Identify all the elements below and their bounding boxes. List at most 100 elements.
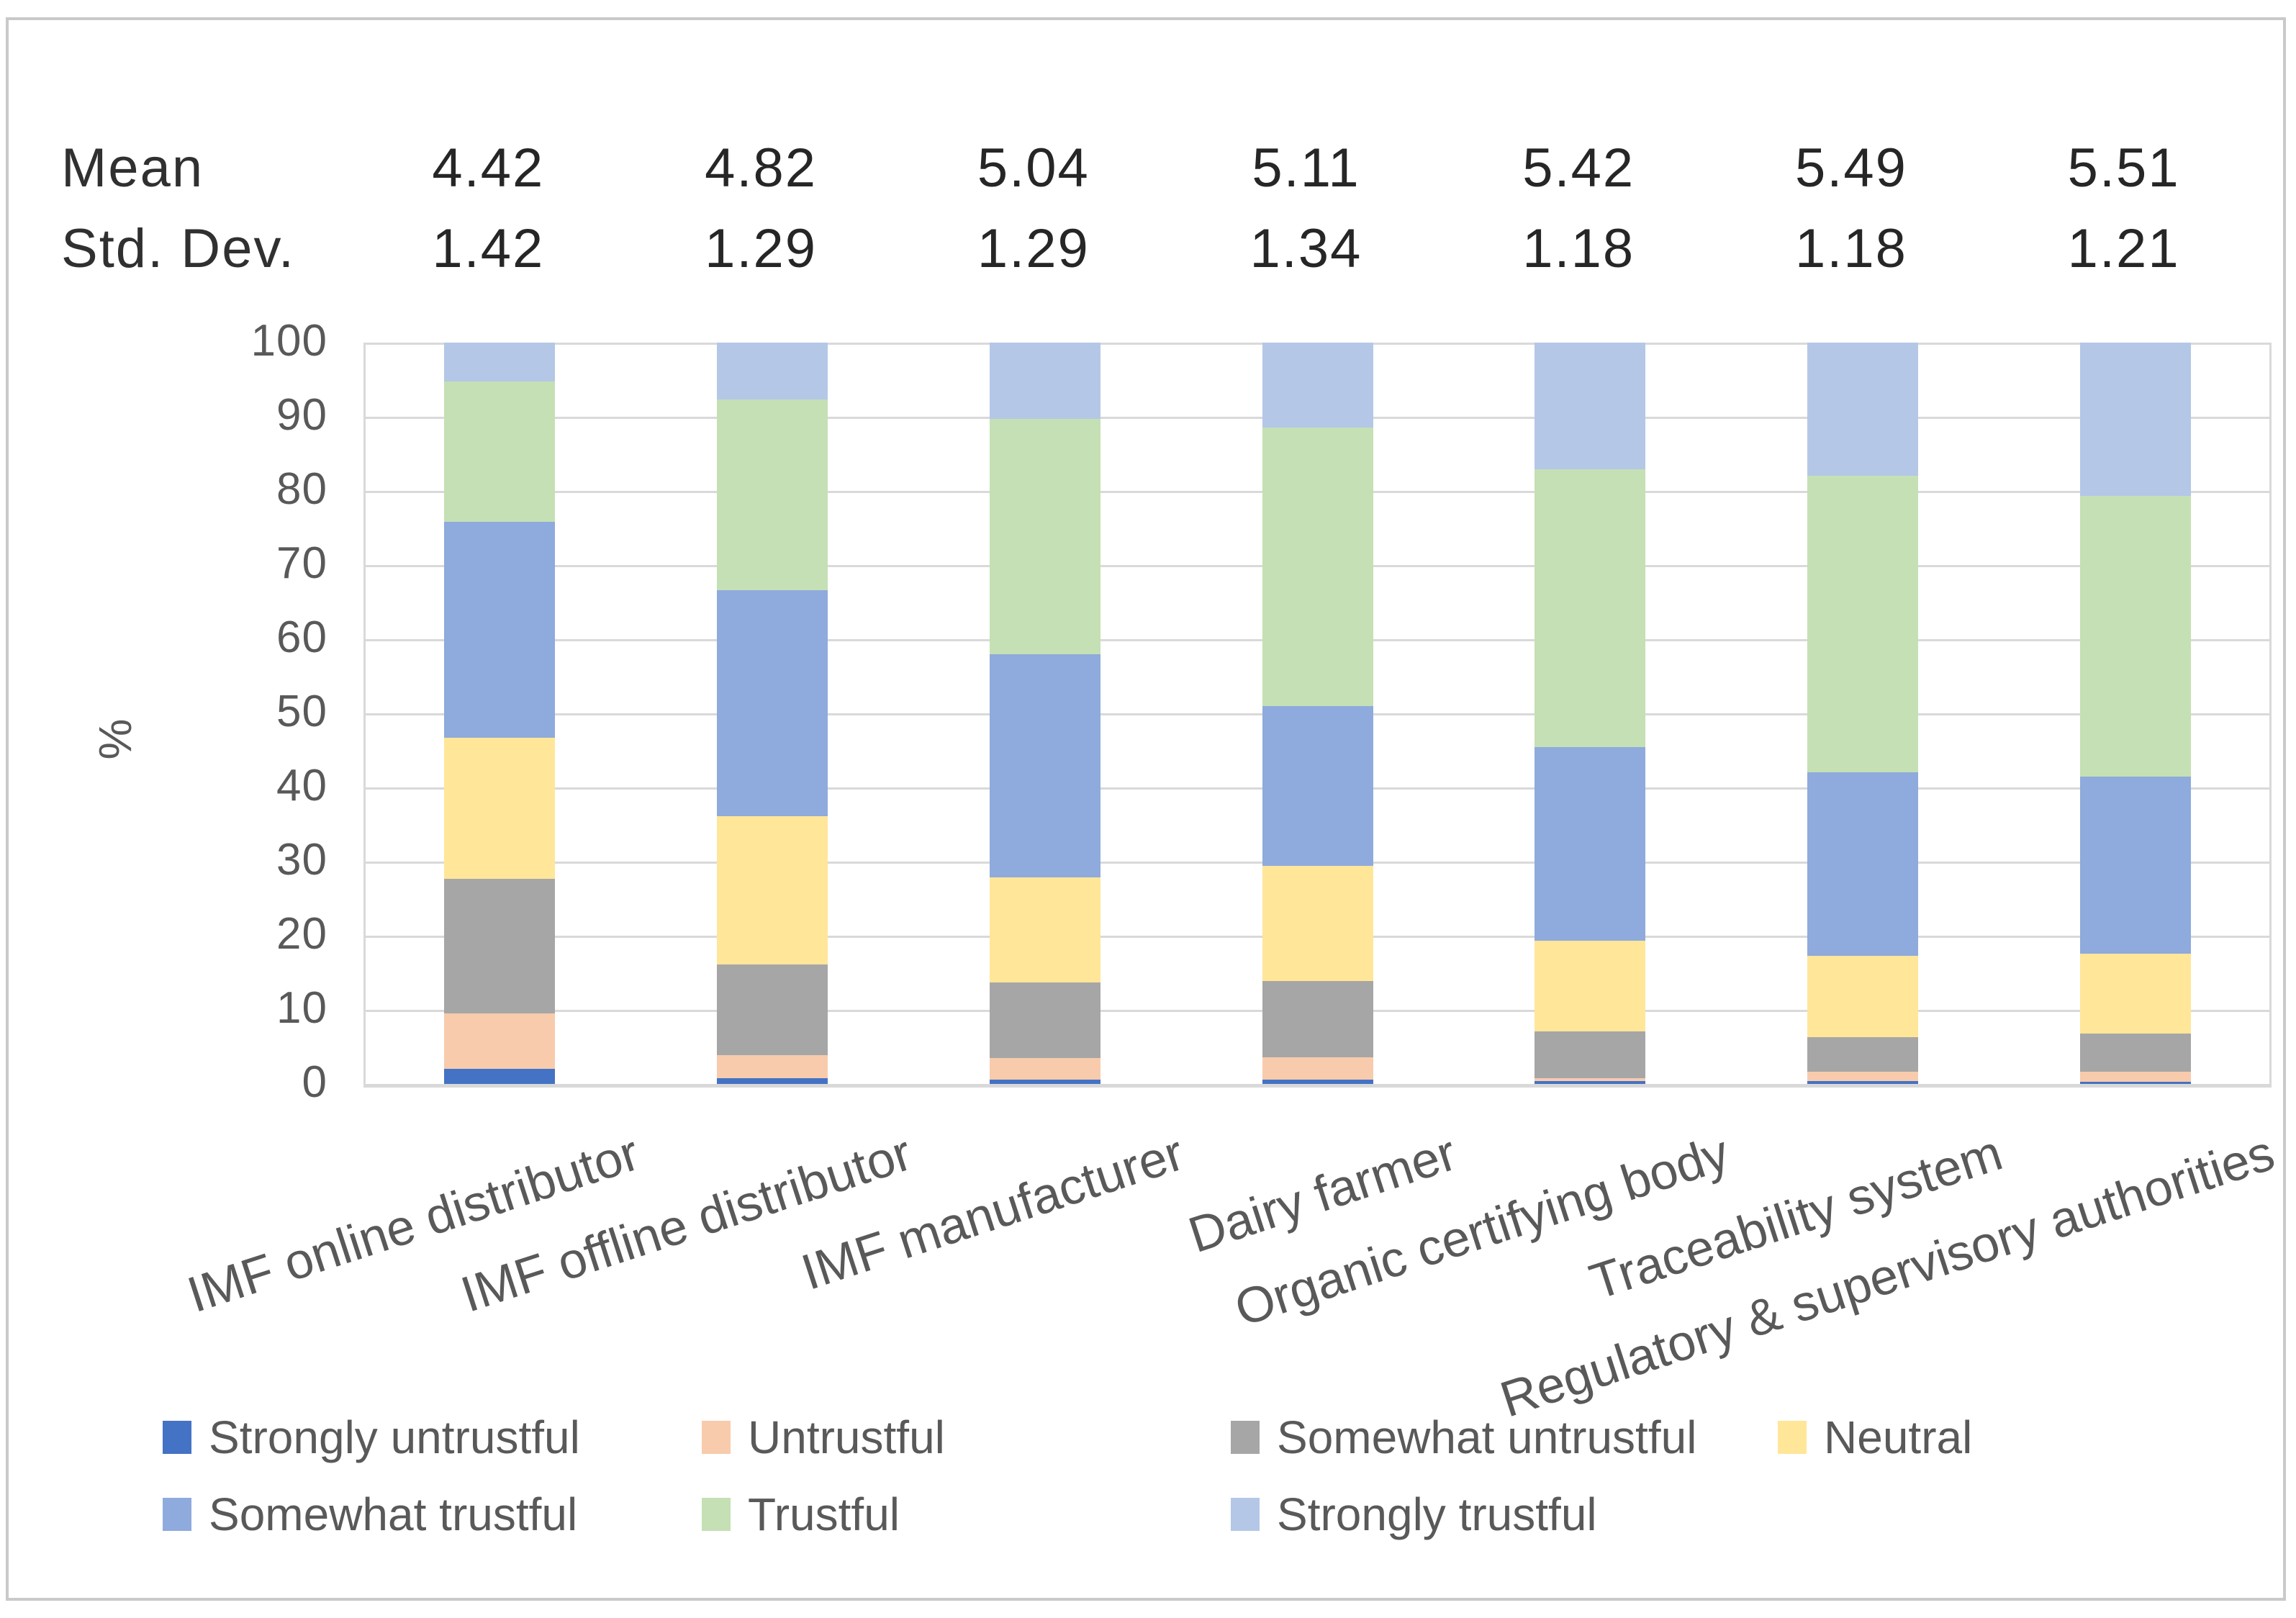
y-tick-label: 70 [276, 538, 327, 588]
bar-segment [989, 982, 1100, 1058]
legend-swatch [702, 1498, 731, 1531]
bar-segment [444, 1013, 556, 1070]
y-tick-label: 10 [276, 983, 327, 1033]
bar-segment [1807, 1080, 1918, 1084]
bar-segment [1807, 1037, 1918, 1072]
y-tick-label: 40 [276, 761, 327, 810]
bar-segment [717, 343, 828, 400]
std-dev-value: 1.21 [2067, 218, 2180, 279]
std-dev-value: 1.18 [1522, 218, 1635, 279]
std-dev-row-label: Std. Dev. [61, 218, 295, 279]
bar-segment [1807, 343, 1918, 476]
bar-segment [2079, 496, 2191, 777]
bar-segment [1262, 1057, 1373, 1080]
legend-label: Neutral [1824, 1411, 1973, 1463]
legend-swatch [1231, 1498, 1260, 1531]
bar-segment [989, 419, 1100, 654]
legend-label: Untrustful [748, 1411, 945, 1463]
legend-label: Trustful [748, 1488, 900, 1540]
bar-segment [2079, 953, 2191, 1034]
bar-segment [1535, 1031, 1646, 1078]
bar-segment [717, 1077, 828, 1084]
bar-segment [1535, 941, 1646, 1031]
bar-segment [1535, 343, 1646, 470]
y-tick-label: 0 [302, 1057, 327, 1107]
bar-segment [444, 343, 556, 381]
bar-segment [2079, 343, 2191, 497]
mean-row-label: Mean [61, 137, 204, 199]
bar-segment [717, 1054, 828, 1078]
mean-value: 4.82 [705, 137, 818, 199]
bar-segment [1535, 1077, 1646, 1081]
x-axis-line [363, 1084, 2272, 1088]
bar-segment [989, 1057, 1100, 1080]
legend-label: Strongly trustful [1277, 1488, 1597, 1540]
bar-segment [2079, 1033, 2191, 1072]
bar-segment [1807, 955, 1918, 1038]
legend-item: Somewhat trustful [163, 1488, 577, 1540]
bar-segment [1535, 469, 1646, 748]
bar-segment [2079, 1071, 2191, 1082]
bar-1 [444, 343, 556, 1084]
bar-segment [1262, 428, 1373, 706]
legend-swatch [163, 1498, 191, 1531]
y-tick-label: 50 [276, 687, 327, 736]
bar-segment [444, 878, 556, 1014]
std-dev-value: 1.29 [705, 218, 818, 279]
legend-item: Neutral [1778, 1411, 1972, 1463]
bar-7 [2079, 343, 2191, 1084]
legend-label: Somewhat trustful [209, 1488, 578, 1540]
mean-value: 4.42 [432, 137, 545, 199]
bar-segment [444, 738, 556, 879]
bar-segment [2079, 776, 2191, 954]
bar-5 [1535, 343, 1646, 1084]
bar-4 [1262, 343, 1373, 1084]
mean-value: 5.11 [1252, 137, 1360, 199]
bar-segment [1262, 705, 1373, 867]
bar-6 [1807, 343, 1918, 1084]
bar-segment [1262, 980, 1373, 1057]
bar-segment [717, 816, 828, 965]
legend-label: Strongly untrustful [209, 1411, 580, 1463]
bar-segment [1807, 1071, 1918, 1081]
legend-item: Strongly untrustful [163, 1411, 580, 1463]
bar-segment [1535, 747, 1646, 941]
y-tick-label: 30 [276, 835, 327, 885]
legend-item: Somewhat untrustful [1231, 1411, 1696, 1463]
bar-segment [1262, 343, 1373, 428]
legend-item: Untrustful [702, 1411, 945, 1463]
bar-segment [444, 1069, 556, 1084]
bar-segment [717, 399, 828, 591]
y-tick-label: 60 [276, 613, 327, 662]
legend-item: Strongly trustful [1231, 1488, 1597, 1540]
bar-segment [1262, 1079, 1373, 1084]
bar-3 [989, 343, 1100, 1084]
y-tick-label: 100 [250, 316, 327, 366]
bar-segment [1807, 476, 1918, 773]
std-dev-value: 1.29 [977, 218, 1090, 279]
bar-segment [989, 1079, 1100, 1084]
legend-swatch [1231, 1421, 1260, 1454]
y-tick-label: 20 [276, 909, 327, 959]
bar-segment [444, 381, 556, 523]
std-dev-value: 1.34 [1249, 218, 1362, 279]
legend-swatch [163, 1421, 191, 1454]
y-tick-label: 90 [276, 390, 327, 440]
bar-segment [2079, 1081, 2191, 1084]
std-dev-value: 1.42 [432, 218, 545, 279]
std-dev-value: 1.18 [1794, 218, 1907, 279]
chart-frame [6, 17, 2286, 1601]
bar-segment [1807, 772, 1918, 956]
bar-segment [717, 964, 828, 1055]
mean-value: 5.04 [977, 137, 1090, 199]
bar-segment [1535, 1080, 1646, 1084]
bar-2 [717, 343, 828, 1084]
bar-segment [1262, 866, 1373, 981]
mean-value: 5.49 [1794, 137, 1907, 199]
legend-item: Trustful [702, 1488, 900, 1540]
bar-segment [717, 590, 828, 817]
y-tick-label: 80 [276, 464, 327, 514]
mean-value: 5.51 [2067, 137, 2180, 199]
plot-right-border [2269, 343, 2272, 1088]
